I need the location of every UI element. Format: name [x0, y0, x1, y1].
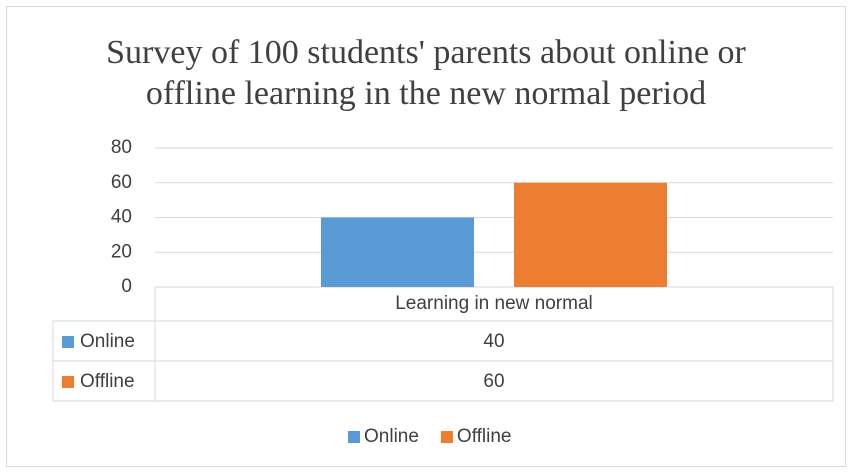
y-tick-label: 20	[111, 241, 132, 262]
table-legend-key	[62, 376, 74, 388]
legend-swatch	[348, 431, 360, 443]
table-series-name: Offline	[80, 371, 135, 392]
x-tick-label: Learning in new normal	[395, 293, 593, 314]
bar	[321, 217, 474, 287]
table-value: 60	[483, 371, 504, 392]
chart-title: Survey of 100 students' parents about on…	[106, 34, 746, 112]
legend-label: Offline	[457, 426, 512, 447]
table-value: 40	[483, 331, 504, 352]
y-tick-label: 0	[121, 276, 132, 297]
legend-swatch	[440, 431, 453, 443]
bar	[514, 182, 667, 287]
legend-label: Online	[364, 426, 419, 447]
table-series-name: Online	[80, 331, 135, 352]
table-legend-key	[62, 336, 74, 348]
y-tick-label: 80	[111, 137, 132, 158]
y-tick-label: 60	[111, 172, 132, 193]
y-tick-label: 40	[111, 207, 132, 228]
